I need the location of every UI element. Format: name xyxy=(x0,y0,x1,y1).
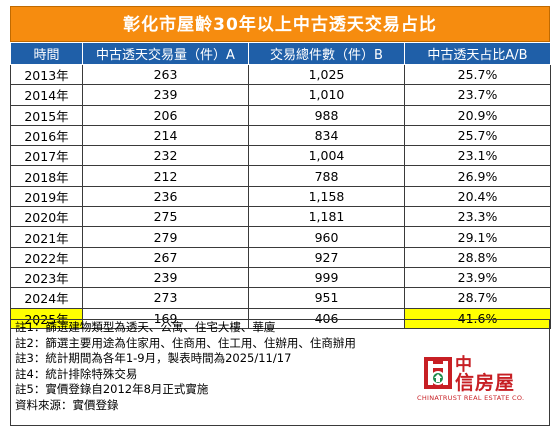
cell-total-volume: 788 xyxy=(248,165,405,187)
table-row: 2015年 206 988 20.9% xyxy=(10,104,551,126)
table-row: 2024年 273 951 28.7% xyxy=(10,287,551,309)
cell-year: 2025年 xyxy=(10,307,83,329)
cell-used-volume: 169 xyxy=(82,307,249,329)
cell-ratio: 26.9% xyxy=(404,165,551,187)
cell-ratio: 20.4% xyxy=(404,185,551,208)
cell-ratio: 25.7% xyxy=(404,63,551,86)
cell-year: 2023年 xyxy=(10,266,83,289)
cell-total-volume: 1,004 xyxy=(248,145,405,167)
table-row: 2022年 267 927 28.8% xyxy=(10,246,551,268)
cell-total-volume: 960 xyxy=(248,226,405,248)
header-row: 時間 中古透天交易量（件）A 交易總件數（件）B 中古透天占比A/B xyxy=(10,42,551,65)
cell-year: 2015年 xyxy=(10,104,83,126)
cell-ratio: 25.7% xyxy=(404,124,551,147)
cell-ratio: 23.3% xyxy=(404,206,551,228)
report-sheet: 彰化市屋齡30年以上中古透天交易占比 時間 中古透天交易量（件）A 交易總件數（… xyxy=(10,6,551,426)
cell-year: 2020年 xyxy=(10,206,83,228)
cell-used-volume: 239 xyxy=(82,266,249,289)
cell-used-volume: 212 xyxy=(82,165,249,187)
header-total-volume: 交易總件數（件）B xyxy=(248,42,405,65)
cell-used-volume: 263 xyxy=(82,63,249,86)
note-3: 註3：統計期間為各年1-9月，製表時間為2025/11/17 xyxy=(15,351,292,365)
cell-used-volume: 239 xyxy=(82,84,249,106)
table-row: 2016年 214 834 25.7% xyxy=(10,124,551,147)
cell-used-volume: 206 xyxy=(82,104,249,126)
cell-ratio: 20.9% xyxy=(404,104,551,126)
table-row: 2023年 239 999 23.9% xyxy=(10,266,551,289)
cell-ratio: 28.7% xyxy=(404,287,551,309)
header-used-volume: 中古透天交易量（件）A xyxy=(82,42,249,65)
cell-year: 2022年 xyxy=(10,246,83,268)
cell-used-volume: 279 xyxy=(82,226,249,248)
cell-used-volume: 214 xyxy=(82,124,249,147)
note-1: 註1：篩選建物類型為透天、公寓、住宅大樓、華廈 xyxy=(15,320,276,334)
table-row: 2019年 236 1,158 20.4% xyxy=(10,185,551,208)
table-row: 2013年 263 1,025 25.7% xyxy=(10,63,551,86)
cell-year: 2013年 xyxy=(10,63,83,86)
data-table: 時間 中古透天交易量（件）A 交易總件數（件）B 中古透天占比A/B 2013年… xyxy=(10,42,551,329)
table-row: 2017年 232 1,004 23.1% xyxy=(10,145,551,167)
cell-total-volume: 927 xyxy=(248,246,405,268)
header-ratio: 中古透天占比A/B xyxy=(404,42,551,65)
table-row: 2025年 169 406 41.6% xyxy=(10,307,551,329)
notes-box: 註1：篩選建物類型為透天、公寓、住宅大樓、華廈 註2：篩選主要用途為住家用、住商… xyxy=(10,319,550,426)
cell-used-volume: 232 xyxy=(82,145,249,167)
cell-total-volume: 1,158 xyxy=(248,185,405,208)
cell-year: 2016年 xyxy=(10,124,83,147)
note-5: 註5：實價登錄自2012年8月正式實施 xyxy=(15,382,209,396)
cell-total-volume: 988 xyxy=(248,104,405,126)
table-title: 彰化市屋齡30年以上中古透天交易占比 xyxy=(10,6,550,42)
table-row: 2018年 212 788 26.9% xyxy=(10,165,551,187)
table-row: 2021年 279 960 29.1% xyxy=(10,226,551,248)
cell-year: 2017年 xyxy=(10,145,83,167)
cell-used-volume: 273 xyxy=(82,287,249,309)
cell-used-volume: 267 xyxy=(82,246,249,268)
note-2: 註2：篩選主要用途為住家用、住商用、住工用、住辦用、住商辦用 xyxy=(15,335,356,350)
chinatrust-logo: 中 信房屋 CHINATRUST REAL ESTATE CO. xyxy=(417,350,533,410)
cell-total-volume: 1,025 xyxy=(248,63,405,86)
data-source: 資料來源：實價登錄 xyxy=(15,397,119,412)
logo-text-english: CHINATRUST REAL ESTATE CO. xyxy=(417,394,525,402)
cell-used-volume: 275 xyxy=(82,206,249,228)
cell-year: 2019年 xyxy=(10,185,83,208)
cell-total-volume: 834 xyxy=(248,124,405,147)
cell-total-volume: 999 xyxy=(248,266,405,289)
table-row: 2020年 275 1,181 23.3% xyxy=(10,206,551,228)
cell-ratio: 23.1% xyxy=(404,145,551,167)
cell-total-volume: 951 xyxy=(248,287,405,309)
cell-year: 2018年 xyxy=(10,165,83,187)
cell-total-volume: 406 xyxy=(248,307,405,329)
header-year: 時間 xyxy=(10,42,83,65)
cell-total-volume: 1,181 xyxy=(248,206,405,228)
note-4: 註4：統計排除特殊交易 xyxy=(15,366,138,381)
cell-used-volume: 236 xyxy=(82,185,249,208)
house-logo-icon xyxy=(424,357,452,389)
cell-year: 2021年 xyxy=(10,226,83,248)
cell-year: 2024年 xyxy=(10,287,83,309)
logo-text-name: 信房屋 xyxy=(455,372,516,394)
cell-ratio: 23.9% xyxy=(404,266,551,289)
logo-text-zhong: 中 xyxy=(455,355,472,375)
cell-total-volume: 1,010 xyxy=(248,84,405,106)
cell-ratio: 29.1% xyxy=(404,226,551,248)
cell-year: 2014年 xyxy=(10,84,83,106)
cell-ratio: 28.8% xyxy=(404,246,551,268)
cell-ratio: 41.6% xyxy=(404,307,551,329)
table-row: 2014年 239 1,010 23.7% xyxy=(10,84,551,106)
cell-ratio: 23.7% xyxy=(404,84,551,106)
